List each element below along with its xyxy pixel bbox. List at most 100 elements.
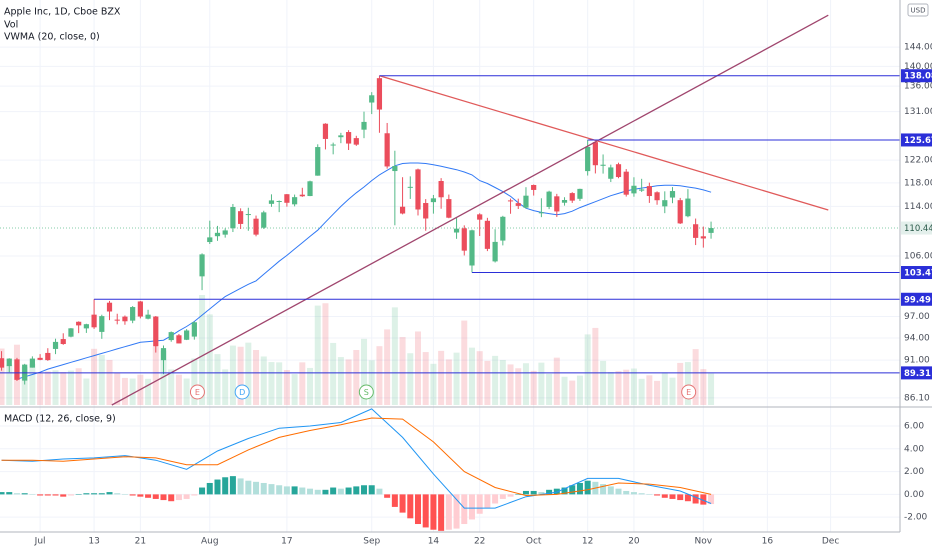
event-icon (681, 384, 697, 400)
volume-bar (6, 364, 13, 405)
macd-histogram-bar (345, 487, 352, 495)
volume-bar (530, 370, 537, 405)
volume-bar (453, 352, 460, 405)
candle-body (492, 241, 498, 262)
level-label: 99.49 (904, 295, 931, 305)
macd-histogram-bar (137, 494, 144, 497)
macd-histogram-bar (430, 494, 437, 530)
volume-bar (114, 372, 121, 405)
macd-histogram-bar (191, 494, 198, 496)
macd-histogram-bar (98, 493, 105, 495)
macd-histogram-bar (623, 490, 630, 495)
volume-label: Vol (4, 20, 18, 31)
y-tick-label: 140.00 (904, 62, 932, 72)
candle-body (238, 211, 244, 224)
macd-histogram-bar (692, 494, 699, 504)
candle-body (99, 316, 105, 332)
volume-bar (222, 369, 229, 405)
volume-bar (91, 348, 98, 405)
macd-tick-label: 0.00 (904, 490, 924, 500)
macd-histogram-bar (160, 494, 167, 501)
volume-bar (44, 371, 51, 405)
volume-bar (661, 372, 668, 405)
volume-bar (206, 314, 213, 405)
macd-histogram-bar (661, 494, 668, 498)
trend-line (379, 75, 829, 211)
candle-body (631, 185, 637, 194)
candle-body (45, 352, 51, 361)
macd-histogram-bar (67, 494, 74, 496)
volume-bar (607, 372, 614, 405)
candle-body (577, 188, 583, 199)
macd-histogram-bar (253, 481, 260, 495)
macd-histogram-bar (677, 494, 684, 501)
volume-bar (376, 346, 383, 405)
volume-bar (561, 376, 568, 405)
volume-bar (576, 375, 583, 405)
candle-body (207, 237, 213, 243)
candle-body (191, 322, 197, 337)
candle-body (261, 212, 267, 228)
x-tick-label: Oct (526, 537, 542, 547)
candle-body (415, 169, 421, 210)
macd-histogram-bar (669, 494, 676, 499)
macd-tick-label: 4.00 (904, 444, 924, 454)
candle-body (407, 186, 413, 188)
candle-body (199, 254, 205, 277)
macd-histogram-bar (168, 494, 175, 502)
volume-bar (60, 372, 67, 405)
volume-bar (592, 327, 599, 405)
candle-body (253, 218, 259, 235)
macd-histogram-bar (438, 494, 445, 531)
volume-bar (237, 346, 244, 405)
macd-histogram-bar (391, 494, 398, 507)
candle-body (276, 201, 282, 203)
candle-body (453, 228, 460, 233)
y-tick-label: 131.00 (904, 107, 932, 117)
candle-body (184, 330, 190, 340)
volume-bar (229, 345, 236, 405)
event-label: E (686, 388, 691, 397)
macd-histogram-bar (0, 492, 5, 495)
candle-body (168, 332, 174, 341)
y-tick-label: 97.00 (904, 312, 930, 322)
candle-body (361, 121, 367, 130)
level-label: 103.47 (904, 269, 932, 279)
candle-body (623, 171, 629, 195)
macd-histogram-bar (700, 494, 707, 505)
volume-bar (175, 374, 182, 405)
candle-body (685, 198, 691, 217)
volume-bar (199, 295, 206, 405)
macd-histogram-bar (515, 494, 522, 495)
macd-histogram-bar (299, 487, 306, 495)
last-price-box (901, 221, 932, 235)
candle-body (106, 302, 113, 312)
volume-bar (314, 305, 321, 405)
candle-body (430, 198, 437, 203)
candle-body (592, 142, 598, 166)
volume-bar (538, 362, 545, 405)
macd-histogram-bar (237, 478, 244, 495)
x-tick-label: Jul (34, 537, 46, 547)
macd-histogram-bar (561, 487, 568, 495)
macd-histogram-bar (183, 494, 190, 499)
macd-label: MACD (12, 26, close, 9) (4, 414, 116, 425)
candle-body (446, 199, 452, 218)
volume-bar (75, 368, 82, 405)
macd-histogram-bar (499, 494, 506, 499)
volume-bar (422, 352, 429, 405)
macd-histogram-bar (615, 488, 622, 495)
volume-bar (37, 372, 44, 405)
x-tick-label: Sep (363, 537, 380, 547)
volume-bar (330, 342, 337, 405)
volume-bar (507, 364, 514, 405)
candle-body (176, 335, 182, 344)
candle-body (245, 214, 251, 216)
macd-histogram-bar (468, 494, 475, 520)
macd-histogram-bar (60, 494, 67, 497)
candle-body (345, 132, 352, 144)
axes: 86.10 91.00 94.00 97.00 106.00 114.00 118.00 12… (34, 43, 932, 547)
candle-body (546, 191, 552, 207)
volume-bar (283, 370, 290, 405)
